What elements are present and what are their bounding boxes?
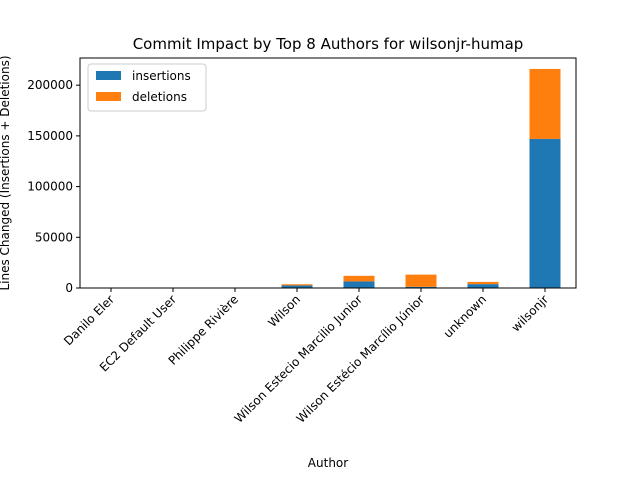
bar-insertions-4	[343, 281, 375, 288]
y-ticks-group: 0 50000 100000 150000 200000	[27, 78, 80, 295]
bar-deletions-3	[281, 284, 313, 286]
y-tick-label: 100000	[27, 180, 73, 194]
legend-label-insertions: insertions	[132, 69, 191, 83]
x-tick-label: Wilson	[265, 292, 303, 330]
legend-swatch-deletions	[96, 92, 121, 101]
bar-deletions-7	[529, 68, 561, 139]
bar-insertions-7	[529, 138, 561, 288]
x-tick-label: Wilson Estecio Marcilio Junior	[232, 292, 366, 426]
x-tick-label: unknown	[441, 292, 489, 340]
bar-deletions-4	[343, 275, 375, 282]
x-tick-label: Wilson Estécio Marcílio Júnior	[294, 292, 428, 426]
legend: insertions deletions	[87, 63, 207, 112]
x-axis-label: Author	[308, 456, 348, 470]
y-tick-label: 200000	[27, 78, 73, 92]
chart-title: Commit Impact by Top 8 Authors for wilso…	[133, 35, 524, 53]
bar-insertions-5	[405, 286, 437, 288]
bar-deletions-5	[405, 274, 437, 287]
x-tick-label: Danilo Eler	[61, 292, 117, 348]
x-tick-label: wilsonjr	[509, 292, 551, 334]
bars-group	[95, 68, 561, 288]
y-axis-label: Lines Changed (Insertions + Deletions)	[0, 55, 12, 290]
bar-deletions-6	[467, 281, 499, 285]
y-tick-label: 0	[65, 281, 73, 295]
legend-swatch-insertions	[96, 71, 121, 80]
y-tick-label: 50000	[35, 230, 73, 244]
bar-insertions-3	[281, 285, 313, 288]
plot-frame	[79, 57, 577, 289]
y-tick-label: 150000	[27, 129, 73, 143]
bar-insertions-6	[467, 284, 499, 288]
legend-label-deletions: deletions	[132, 90, 187, 104]
